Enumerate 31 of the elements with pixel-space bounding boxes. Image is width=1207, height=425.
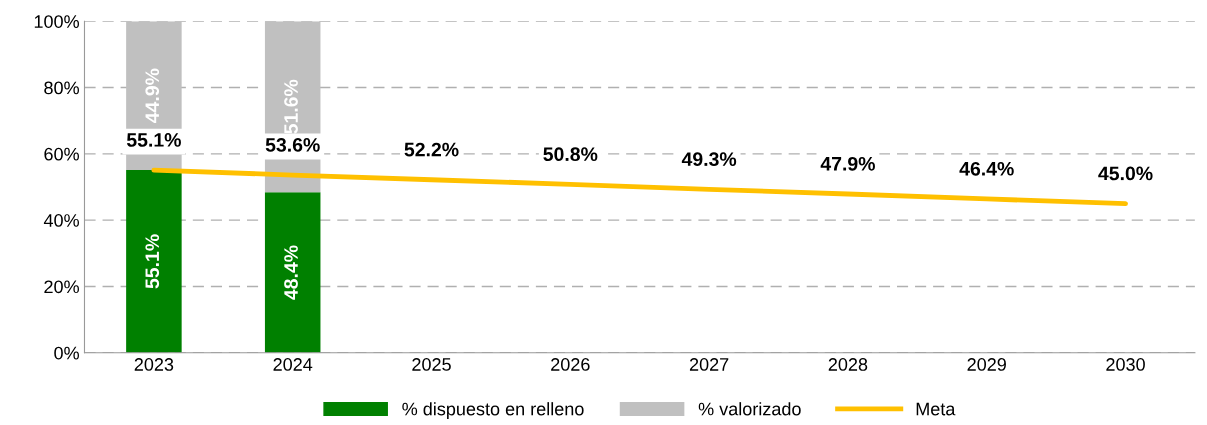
y-tick-label: 0% [54,346,79,360]
legend-label: % valorizado [698,402,801,416]
data-label: 50.8% [543,147,598,162]
data-label: 44.9% [145,68,160,123]
y-tick-label: 80% [44,81,79,95]
bar [264,192,321,353]
data-label: 52.2% [404,142,459,157]
x-tick-label: 2029 [967,358,1006,371]
y-tick-label: 100% [34,15,79,28]
x-tick-label: 2028 [828,358,868,371]
data-label: 49.3% [681,152,737,167]
bar [126,170,182,353]
data-label: 46.4% [959,161,1014,176]
x-tick-label: 2025 [412,358,451,371]
data-label: 55.1% [145,234,160,289]
x-tick-label: 2030 [1106,358,1145,371]
y-tick-label: 60% [44,147,79,161]
data-label: 51.6% [284,79,298,134]
x-tick-label: 2023 [134,358,174,371]
data-label: 45.0% [1098,166,1153,181]
data-label: 53.6% [265,138,320,152]
legend-label: % dispuesto en relleno [402,402,584,419]
y-tick-label: 20% [44,280,79,294]
x-tick-label: 2026 [551,358,590,371]
data-label: 47.9% [820,156,875,171]
x-tick-label: 2024 [273,358,313,371]
x-tick-label: 2027 [689,358,729,371]
data-label: 48.4% [284,245,298,300]
data-label: 55.1% [126,133,181,147]
y-tick-label: 40% [43,214,79,227]
legend-label: Meta [916,402,956,416]
